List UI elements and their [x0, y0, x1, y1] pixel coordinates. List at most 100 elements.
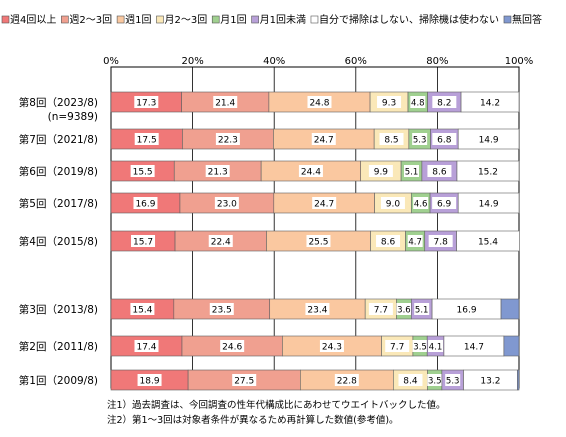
- data-label-7-1: 27.5: [234, 377, 254, 387]
- data-label-bg-3-3: [380, 197, 405, 209]
- data-label-2-4: 5.1: [405, 168, 419, 178]
- data-label-bg-3-5: [432, 197, 457, 209]
- data-label-bg-2-5: [427, 165, 452, 177]
- legend-label-0: 週4回以上: [10, 14, 56, 26]
- data-label-bg-0-4: [410, 96, 426, 108]
- legend-label-7: 無回答: [512, 13, 542, 26]
- legend-label-6: 自分で掃除はしない、掃除機は使わない: [319, 13, 499, 26]
- data-label-3-1: 23.0: [217, 200, 237, 210]
- data-label-bg-5-2: [305, 303, 330, 315]
- data-label-4-5: 7.8: [433, 238, 448, 248]
- data-label-5-1: 23.5: [212, 306, 232, 316]
- data-label-1-2: 24.7: [314, 136, 334, 146]
- legend-label-5: 月1回未満: [260, 14, 306, 26]
- data-label-bg-5-6: [454, 303, 479, 315]
- data-label-4-2: 25.5: [308, 238, 328, 248]
- category-label-0: 第8回（2023/8): [19, 96, 98, 109]
- data-label-bg-5-5: [414, 303, 430, 315]
- data-label-1-6: 14.9: [479, 136, 499, 146]
- data-label-bg-3-4: [413, 197, 429, 209]
- data-label-bg-0-1: [213, 96, 238, 108]
- data-label-5-2: 23.4: [307, 306, 327, 316]
- data-label-bg-3-6: [476, 197, 501, 209]
- footnote-2: 注2）第1～3回は対象者条件が異なるため再計算した数値(参考値)。: [107, 415, 399, 426]
- data-label-bg-3-1: [214, 197, 239, 209]
- data-label-7-2: 22.8: [337, 377, 357, 387]
- data-label-bg-1-2: [311, 133, 336, 145]
- data-label-6-1: 24.6: [222, 343, 242, 353]
- data-label-bg-0-0: [134, 96, 159, 108]
- category-label-3: 第5回（2017/8): [19, 197, 98, 210]
- bar-segment-5-7: [500, 298, 520, 320]
- data-label-bg-1-5: [432, 133, 457, 145]
- data-label-6-0: 17.4: [136, 343, 156, 353]
- legend-swatch-7: [503, 15, 512, 24]
- data-label-bg-4-3: [376, 235, 401, 247]
- data-label-bg-6-0: [134, 340, 159, 352]
- legend-swatch-0: [1, 15, 10, 24]
- data-label-7-0: 18.9: [140, 377, 160, 387]
- data-label-bg-6-4: [412, 340, 428, 352]
- data-label-bg-4-6: [475, 235, 500, 247]
- data-label-bg-2-1: [205, 165, 230, 177]
- data-label-bg-7-4: [427, 374, 443, 386]
- category-label-2: 第6回（2019/8): [19, 165, 98, 178]
- data-label-6-4: 3.5: [413, 343, 427, 353]
- data-label-4-4: 4.7: [408, 238, 422, 248]
- data-label-bg-0-5: [432, 96, 457, 108]
- data-label-bg-7-0: [137, 374, 162, 386]
- data-label-0-1: 21.4: [215, 99, 235, 109]
- data-label-bg-2-6: [475, 165, 500, 177]
- footnote-1: 注1）過去調査は、今回調査の性年代構成比にあわせてウエイトバックした値。: [107, 400, 446, 411]
- data-label-2-3: 9.9: [374, 168, 389, 178]
- data-label-0-6: 14.2: [480, 99, 500, 109]
- legend-swatch-3: [156, 15, 164, 24]
- data-label-bg-4-2: [306, 235, 331, 247]
- data-label-7-6: 13.2: [480, 377, 500, 387]
- data-label-6-6: 14.7: [464, 343, 484, 353]
- bar-segment-7-7: [517, 369, 520, 391]
- data-label-0-4: 4.8: [411, 99, 425, 109]
- data-label-1-3: 8.5: [384, 136, 398, 146]
- x-tick-label-2: 40%: [263, 56, 285, 67]
- data-label-5-0: 15.4: [132, 306, 152, 316]
- x-tick-label-1: 20%: [181, 56, 203, 67]
- data-label-bg-1-4: [412, 133, 428, 145]
- data-label-bg-4-5: [428, 235, 453, 247]
- data-label-0-5: 8.2: [437, 99, 451, 109]
- data-label-3-6: 14.9: [479, 200, 499, 210]
- data-label-2-2: 24.4: [301, 168, 321, 178]
- data-label-7-4: 3.5: [428, 377, 442, 387]
- data-label-bg-7-6: [478, 374, 503, 386]
- category-label-1: 第7回（2021/8): [19, 133, 98, 146]
- data-label-bg-2-2: [298, 165, 323, 177]
- data-label-bg-4-0: [131, 235, 156, 247]
- data-label-3-0: 16.9: [135, 200, 155, 210]
- x-tick-label-0: 0%: [103, 56, 119, 67]
- legend-label-3: 月2～3回: [164, 14, 207, 26]
- data-label-bg-0-2: [307, 96, 332, 108]
- data-label-5-5: 5.1: [415, 306, 429, 316]
- data-label-bg-6-6: [461, 340, 486, 352]
- data-label-bg-7-1: [232, 374, 257, 386]
- data-label-bg-0-3: [377, 96, 402, 108]
- data-label-bg-7-3: [398, 374, 423, 386]
- data-label-bg-3-2: [312, 197, 337, 209]
- data-label-0-2: 24.8: [309, 99, 329, 109]
- data-label-1-5: 6.8: [437, 136, 452, 146]
- x-tick-label-4: 80%: [426, 56, 448, 67]
- data-label-1-1: 22.3: [218, 136, 238, 146]
- data-label-6-3: 7.7: [390, 343, 404, 353]
- data-label-bg-6-3: [385, 340, 410, 352]
- data-label-bg-4-1: [208, 235, 233, 247]
- data-label-bg-5-3: [368, 303, 393, 315]
- data-label-5-6: 16.9: [457, 306, 477, 316]
- data-label-2-6: 15.2: [478, 168, 498, 178]
- data-label-2-0: 15.5: [133, 168, 153, 178]
- data-label-bg-2-3: [368, 165, 393, 177]
- category-label-4: 第4回（2015/8): [19, 235, 98, 248]
- legend-label-2: 週1回: [125, 14, 151, 26]
- data-label-bg-1-1: [215, 133, 240, 145]
- data-label-bg-6-5: [428, 340, 444, 352]
